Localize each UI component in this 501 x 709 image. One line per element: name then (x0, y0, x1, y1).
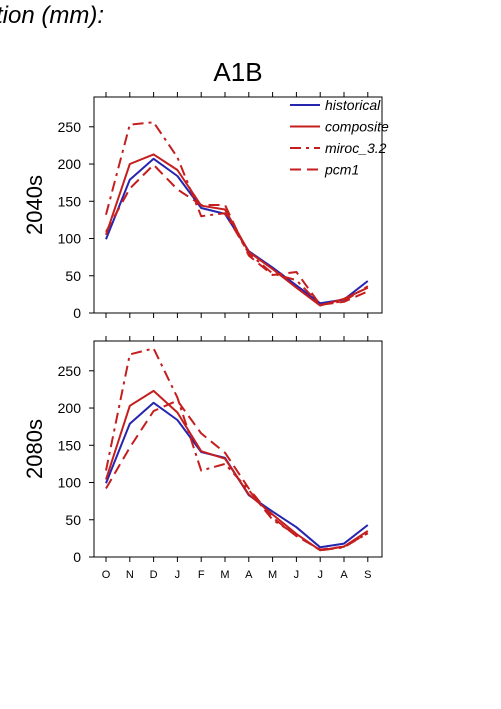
x-tick-label: M (220, 569, 229, 581)
x-tick-label: S (364, 569, 371, 581)
y-tick-label: 250 (58, 363, 82, 379)
y-tick-label: 50 (65, 512, 81, 528)
y-tick-label: 100 (58, 475, 82, 491)
page-title: tion (mm): (0, 2, 104, 29)
x-tick-label: J (294, 569, 300, 581)
x-tick-label: F (198, 569, 205, 581)
series-line-pcm1 (105, 163, 369, 306)
x-tick-label: A (245, 569, 253, 581)
y-axis-label: 2080s (22, 419, 47, 479)
plot-frame-2040s (93, 96, 383, 314)
plot-frame-2080s (93, 340, 383, 558)
y-tick-label: 150 (58, 437, 82, 453)
x-tick-label: M (268, 569, 277, 581)
legend-label-historical: historical (325, 97, 381, 113)
x-tick-label: N (126, 569, 134, 581)
x-tick-label: O (102, 569, 111, 581)
series-line-miroc_3.2 (105, 347, 369, 552)
y-tick-label: 200 (58, 400, 82, 416)
series-line-pcm1 (105, 399, 369, 551)
y-tick-label: 100 (58, 231, 82, 247)
y-tick-label: 250 (58, 119, 82, 135)
legend-label-pcm1: pcm1 (324, 162, 359, 178)
y-axis-label: 2040s (22, 175, 47, 235)
y-tick-label: 150 (58, 193, 82, 209)
y-tick-label: 200 (58, 156, 82, 172)
legend-label-miroc_3.2: miroc_3.2 (325, 140, 387, 156)
chart-title: A1B (213, 57, 262, 87)
x-tick-label: D (150, 569, 158, 581)
y-tick-label: 0 (73, 549, 81, 565)
x-tick-label: J (175, 569, 181, 581)
y-tick-label: 50 (65, 268, 81, 284)
y-tick-label: 0 (73, 305, 81, 321)
x-tick-label: J (317, 569, 323, 581)
x-tick-label: A (340, 569, 348, 581)
legend-label-composite: composite (325, 119, 389, 135)
